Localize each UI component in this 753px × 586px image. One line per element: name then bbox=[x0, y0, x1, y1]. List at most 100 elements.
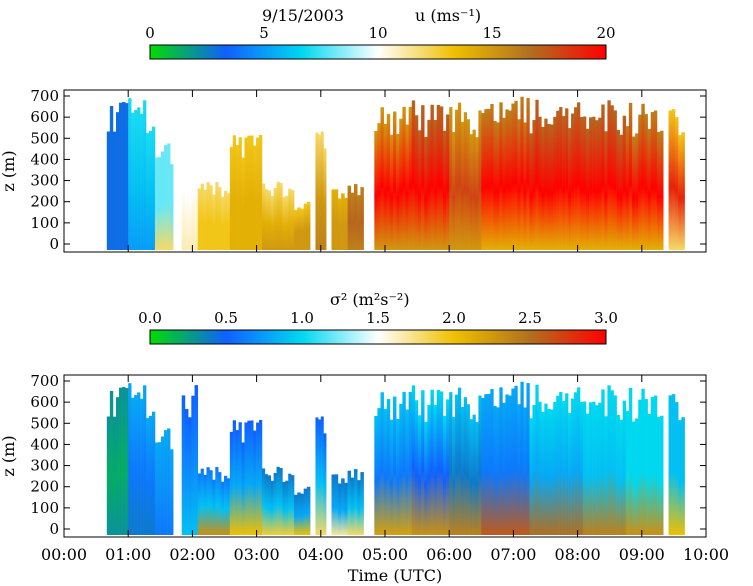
data-column bbox=[306, 486, 311, 535]
data-column bbox=[303, 203, 308, 250]
data-column bbox=[631, 421, 636, 535]
data-column bbox=[235, 430, 239, 535]
data-column bbox=[244, 422, 248, 535]
data-column bbox=[496, 122, 500, 250]
data-column bbox=[261, 468, 266, 535]
data-column bbox=[285, 480, 289, 535]
data-column bbox=[547, 408, 551, 535]
data-column bbox=[256, 137, 260, 250]
data-column bbox=[149, 130, 153, 250]
data-column bbox=[604, 131, 608, 250]
data-column bbox=[466, 119, 470, 250]
data-column bbox=[273, 473, 277, 535]
data-column bbox=[541, 126, 545, 250]
colorbar-tick-label: 20 bbox=[596, 24, 615, 42]
data-column bbox=[433, 120, 438, 251]
data-column bbox=[644, 399, 648, 535]
data-column bbox=[259, 420, 263, 535]
data-column bbox=[532, 405, 536, 535]
data-column bbox=[226, 193, 231, 250]
data-column bbox=[553, 401, 557, 535]
data-column bbox=[344, 197, 348, 250]
data-column bbox=[250, 135, 254, 250]
data-column bbox=[191, 395, 195, 535]
data-column bbox=[146, 418, 150, 535]
data-column bbox=[106, 416, 111, 535]
data-column bbox=[595, 120, 599, 250]
data-column bbox=[151, 126, 156, 250]
data-column bbox=[538, 401, 542, 535]
data-column bbox=[203, 474, 207, 535]
data-column bbox=[224, 190, 228, 250]
data-column bbox=[408, 106, 413, 250]
data-column bbox=[678, 420, 682, 535]
data-column bbox=[125, 388, 129, 535]
data-column bbox=[550, 124, 554, 250]
data-column bbox=[154, 442, 159, 535]
y-tick-label: 200 bbox=[30, 478, 59, 496]
data-column bbox=[137, 107, 141, 250]
data-column bbox=[337, 483, 342, 535]
data-column bbox=[279, 183, 283, 250]
data-column bbox=[650, 112, 655, 250]
data-column bbox=[318, 134, 322, 250]
data-column bbox=[112, 131, 117, 250]
data-column bbox=[414, 400, 419, 535]
data-column bbox=[595, 405, 599, 535]
colorbar-u-label: u (ms⁻¹) bbox=[415, 6, 481, 25]
data-column bbox=[653, 395, 658, 535]
x-tick-label: 00:00 bbox=[41, 545, 87, 564]
colorbar-u: 9/15/2003 u (ms⁻¹) 0 5 10 15 20 bbox=[145, 6, 616, 60]
y-tick-label: 700 bbox=[30, 372, 59, 390]
data-column bbox=[616, 129, 620, 250]
panel-u: 0 100 200 300 400 500 600 700 z (m) bbox=[0, 87, 707, 253]
data-column bbox=[170, 449, 174, 535]
data-column bbox=[389, 134, 394, 250]
data-column bbox=[660, 415, 664, 535]
data-column bbox=[449, 392, 453, 535]
data-column bbox=[380, 392, 384, 535]
data-column bbox=[396, 418, 400, 535]
data-column bbox=[131, 112, 135, 251]
data-column bbox=[484, 109, 488, 251]
data-column bbox=[520, 96, 524, 250]
data-column bbox=[318, 419, 322, 535]
data-column bbox=[206, 467, 210, 535]
x-tick-label: 10:00 bbox=[683, 545, 729, 564]
data-column bbox=[109, 391, 114, 535]
data-column bbox=[460, 406, 465, 535]
data-column bbox=[586, 128, 590, 250]
data-column bbox=[475, 137, 479, 250]
data-column bbox=[517, 119, 521, 250]
data-column bbox=[360, 187, 364, 250]
data-column bbox=[393, 111, 397, 250]
y-tick-label: 500 bbox=[30, 414, 59, 432]
data-column bbox=[455, 109, 459, 250]
data-column bbox=[417, 415, 422, 535]
data-column bbox=[641, 103, 645, 250]
data-column bbox=[184, 124, 189, 250]
data-column bbox=[499, 102, 503, 250]
data-column bbox=[273, 188, 277, 250]
data-column bbox=[191, 110, 195, 250]
data-column bbox=[167, 428, 171, 535]
data-column bbox=[565, 108, 569, 250]
data-column bbox=[490, 389, 494, 535]
data-column bbox=[140, 398, 144, 535]
data-column bbox=[517, 404, 521, 535]
data-column bbox=[386, 114, 391, 250]
data-column bbox=[616, 414, 620, 535]
date-label: 9/15/2003 bbox=[262, 6, 344, 25]
data-column bbox=[511, 103, 515, 251]
x-tick-label: 01:00 bbox=[105, 545, 151, 564]
data-column bbox=[411, 385, 416, 535]
data-column bbox=[452, 132, 456, 250]
data-column bbox=[380, 107, 384, 250]
data-column bbox=[181, 110, 186, 250]
data-column bbox=[671, 109, 676, 250]
x-tick-label: 06:00 bbox=[426, 545, 472, 564]
data-column bbox=[291, 475, 295, 535]
data-column bbox=[357, 480, 361, 535]
data-column bbox=[562, 116, 566, 251]
